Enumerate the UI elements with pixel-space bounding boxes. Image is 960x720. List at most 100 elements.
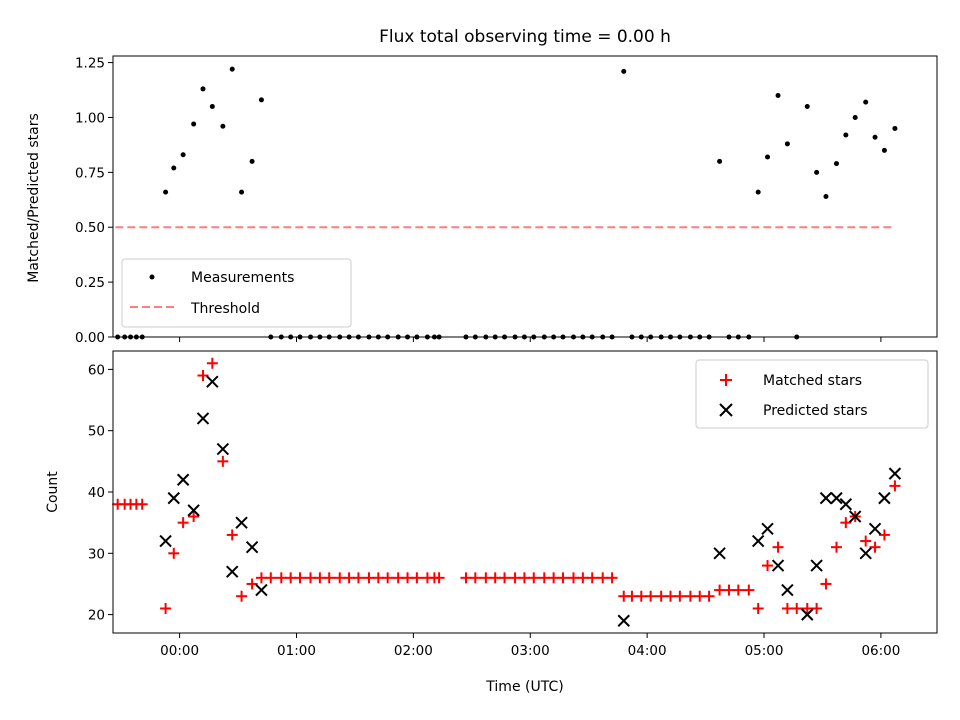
measurement-point (258, 97, 264, 103)
measurement-point (843, 132, 849, 138)
matched-point (314, 572, 326, 584)
predicted-point (245, 540, 259, 554)
matched-point (460, 572, 472, 584)
matched-point (343, 572, 355, 584)
bottom-legend-box (695, 359, 929, 429)
legend-measurements-label: Measurements (191, 270, 294, 286)
measurement-point (852, 114, 858, 120)
predicted-point (187, 504, 200, 517)
predicted-point (781, 583, 794, 597)
measurement-point (872, 134, 878, 140)
measurement-point (180, 152, 186, 158)
matched-point (323, 572, 335, 584)
top-y-axis-label: Matched/Predicted stars (26, 113, 42, 283)
x-tick-label: 04:00 (628, 643, 667, 659)
x-tick-label: 05:00 (745, 643, 784, 659)
matched-point (714, 584, 726, 596)
matched-point (499, 572, 511, 584)
matched-point (703, 590, 715, 602)
top-axes-frame (112, 55, 938, 338)
matched-point (334, 572, 346, 584)
matched-point (752, 602, 764, 614)
matched-point (509, 572, 521, 584)
measurement-point (717, 158, 723, 164)
measurement-point (200, 86, 206, 92)
matched-point (645, 590, 657, 602)
predicted-point (176, 473, 190, 486)
bottom-plot-marks (112, 357, 902, 627)
x-tick-label: 01:00 (277, 643, 316, 659)
matched-point (665, 590, 677, 602)
matched-point (655, 590, 667, 602)
ratio-panel: Flux total observing time = 0.00 h Match… (26, 27, 938, 346)
predicted-point (819, 491, 833, 505)
matched-point (197, 370, 209, 382)
measurement-point (229, 66, 235, 72)
matched-point (305, 572, 317, 584)
predicted-point (235, 516, 248, 529)
measurement-point (163, 189, 169, 195)
predicted-point (196, 412, 210, 425)
matched-point (878, 529, 890, 541)
matched-point (820, 578, 832, 590)
predicted-point (848, 510, 862, 523)
measurement-point (621, 68, 627, 74)
top-legend: Measurements Threshold (121, 258, 352, 328)
matched-point (606, 572, 618, 584)
predicted-point (713, 547, 726, 560)
matched-point (889, 480, 901, 492)
y-tick-label: 0.75 (75, 165, 105, 181)
matched-point (548, 572, 560, 584)
predicted-point (167, 491, 180, 505)
y-tick-label: 0.00 (75, 330, 105, 346)
measurement-point (775, 93, 781, 99)
y-tick-label: 50 (88, 424, 105, 440)
y-tick-label: 60 (88, 362, 105, 378)
predicted-point (810, 559, 823, 572)
matched-point (830, 541, 842, 553)
matched-point (294, 572, 306, 584)
matched-point (781, 602, 793, 614)
matched-point (402, 572, 414, 584)
y-tick-label: 20 (88, 608, 105, 624)
y-tick-label: 0.50 (75, 220, 105, 236)
y-tick-label: 1.25 (75, 56, 105, 72)
measurement-point (171, 165, 177, 171)
bottom-y-axis-label: Count (45, 471, 61, 513)
bottom-y-ticks: 20 30 40 50 60 (88, 362, 113, 624)
matched-point (480, 572, 492, 584)
matched-point (801, 602, 813, 614)
matched-point (635, 590, 647, 602)
matched-point (743, 584, 755, 596)
matched-point (160, 602, 172, 614)
matched-point (372, 572, 384, 584)
y-tick-label: 30 (88, 546, 105, 562)
matched-point (723, 584, 735, 596)
matched-point (285, 572, 297, 584)
measurement-point (220, 123, 226, 129)
matched-point (275, 572, 287, 584)
predicted-point (617, 614, 630, 627)
measurement-point (209, 103, 215, 109)
matched-point (411, 572, 423, 584)
legend-matched-label: Matched stars (763, 373, 862, 389)
predicted-point (216, 442, 230, 456)
matched-point (168, 547, 180, 559)
predicted-point (801, 608, 814, 621)
matched-point (217, 455, 229, 467)
measurement-point (804, 103, 810, 109)
matched-point (538, 572, 550, 584)
matched-point (694, 590, 706, 602)
top-legend-box (121, 258, 352, 328)
matched-point (684, 590, 696, 602)
matched-point (206, 357, 218, 369)
matched-point (489, 572, 501, 584)
predicted-point (751, 534, 765, 548)
x-tick-label: 02:00 (394, 643, 433, 659)
matched-point (226, 529, 238, 541)
matched-point (586, 572, 598, 584)
y-tick-label: 40 (88, 485, 105, 501)
predicted-point (830, 491, 843, 505)
measurement-point (239, 189, 245, 195)
matched-point (772, 541, 784, 553)
